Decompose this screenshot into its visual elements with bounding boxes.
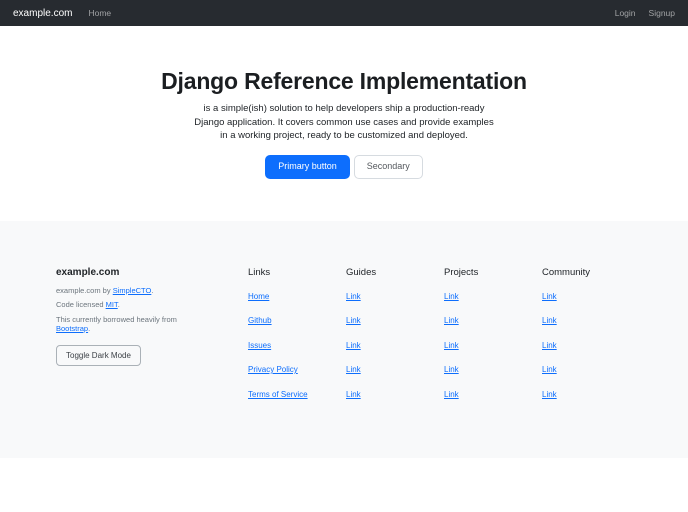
- footer-link-item: Link: [542, 286, 640, 304]
- footer: example.com example.com by SimpleCTO. Co…: [0, 220, 688, 458]
- footer-link[interactable]: Terms of Service: [248, 389, 308, 399]
- footer-link[interactable]: Privacy Policy: [248, 365, 298, 374]
- bootstrap-link[interactable]: Bootstrap: [56, 324, 89, 333]
- nav-link-signup[interactable]: Signup: [648, 8, 675, 18]
- footer-link[interactable]: Github: [248, 316, 272, 325]
- nav-link-home[interactable]: Home: [88, 8, 112, 18]
- footer-link[interactable]: Home: [248, 291, 270, 301]
- footer-link-list: Link Link Link Link Link: [542, 286, 640, 402]
- footer-link[interactable]: Link: [444, 365, 459, 374]
- page-title: Django Reference Implementation: [161, 68, 527, 94]
- footer-link[interactable]: Link: [346, 291, 361, 301]
- footer-link-item: Link: [542, 384, 640, 402]
- footer-link-list: Link Link Link Link Link: [444, 286, 542, 402]
- footer-link-item: Link: [542, 310, 640, 328]
- footer-link[interactable]: Link: [542, 389, 557, 399]
- navbar-brand[interactable]: example.com: [13, 7, 73, 19]
- hero-button-group: Primary button Secondary: [0, 154, 688, 179]
- footer-link[interactable]: Link: [346, 365, 361, 374]
- footer-credit-text: .: [151, 285, 154, 295]
- footer-link-item: Link: [346, 384, 444, 402]
- footer-link-item: Terms of Service: [248, 384, 346, 402]
- footer-link-item: Link: [346, 359, 444, 377]
- footer-link-list: Home Github Issues Privacy Policy Terms of S…: [248, 286, 346, 402]
- footer-link[interactable]: Link: [346, 340, 361, 350]
- footer-link[interactable]: Link: [444, 340, 459, 350]
- footer-link[interactable]: Link: [444, 316, 459, 325]
- footer-bootstrap-line: This currently borrowed heavily from Boo…: [56, 315, 206, 334]
- footer-link[interactable]: Link: [444, 291, 459, 301]
- footer-license-line: Code licensed MIT.: [56, 300, 206, 310]
- footer-bootstrap-text: .: [88, 324, 91, 333]
- footer-brand-title: example.com: [56, 266, 120, 278]
- navbar-right-group: Login Signup: [615, 8, 675, 18]
- footer-link-item: Link: [444, 286, 542, 304]
- footer-link-item: Link: [444, 335, 542, 353]
- primary-button[interactable]: Primary button: [265, 154, 350, 179]
- footer-link-item: Link: [444, 359, 542, 377]
- footer-brand-column: example.com example.com by SimpleCTO. Co…: [56, 267, 248, 366]
- footer-link-item: Issues: [248, 335, 346, 353]
- footer-column-heading: Links: [248, 266, 271, 278]
- footer-column-links: Links Home Github Issues Privacy Policy Term…: [248, 267, 346, 409]
- footer-link[interactable]: Link: [444, 389, 459, 399]
- footer-link-item: Home: [248, 286, 346, 304]
- hero-subtitle-line: is a simple(ish) solution to help develo…: [203, 103, 485, 114]
- simplecto-link[interactable]: SimpleCTO: [112, 285, 152, 295]
- footer-credit-line: example.com by SimpleCTO.: [56, 286, 206, 296]
- footer-link-list: Link Link Link Link Link: [346, 286, 444, 402]
- footer-column-community: Community Link Link Link Link Link: [542, 267, 640, 409]
- footer-link-item: Link: [346, 286, 444, 304]
- footer-link-item: Link: [444, 310, 542, 328]
- footer-license-text: .: [117, 300, 120, 309]
- footer-link[interactable]: Link: [542, 291, 557, 301]
- hero-subtitle-line: in a working project, ready to be custom…: [220, 130, 468, 141]
- footer-link-item: Link: [346, 335, 444, 353]
- mit-license-link[interactable]: MIT: [105, 300, 118, 309]
- footer-link[interactable]: Link: [542, 340, 557, 350]
- footer-link[interactable]: Link: [346, 316, 361, 325]
- footer-column-guides: Guides Link Link Link Link Link: [346, 267, 444, 409]
- footer-bootstrap-text: This currently borrowed heavily from: [56, 314, 177, 324]
- toggle-dark-mode-button[interactable]: Toggle Dark Mode: [56, 344, 141, 366]
- footer-link-item: Link: [542, 335, 640, 353]
- footer-license-text: Code licensed: [56, 300, 106, 309]
- hero-section: Django Reference Implementation is a sim…: [0, 26, 688, 179]
- footer-link[interactable]: Link: [542, 365, 557, 374]
- footer-column-heading: Community: [542, 266, 591, 278]
- footer-link[interactable]: Link: [542, 316, 557, 325]
- hero-subtitle: is a simple(ish) solution to help develo…: [0, 102, 688, 143]
- footer-link-item: Link: [346, 310, 444, 328]
- footer-link-item: Link: [444, 384, 542, 402]
- secondary-button[interactable]: Secondary: [353, 154, 423, 179]
- footer-link-item: Privacy Policy: [248, 359, 346, 377]
- footer-link[interactable]: Link: [346, 389, 361, 399]
- footer-credit-text: example.com by: [56, 285, 113, 295]
- footer-link-item: Github: [248, 310, 346, 328]
- footer-link[interactable]: Issues: [248, 340, 272, 350]
- footer-column-heading: Projects: [444, 266, 479, 278]
- footer-column-projects: Projects Link Link Link Link Link: [444, 267, 542, 409]
- footer-link-item: Link: [542, 359, 640, 377]
- footer-column-heading: Guides: [346, 266, 377, 278]
- navbar: example.com Home Login Signup: [0, 0, 688, 26]
- hero-subtitle-line: Django application. It covers common use…: [194, 116, 494, 128]
- nav-link-login[interactable]: Login: [614, 8, 636, 18]
